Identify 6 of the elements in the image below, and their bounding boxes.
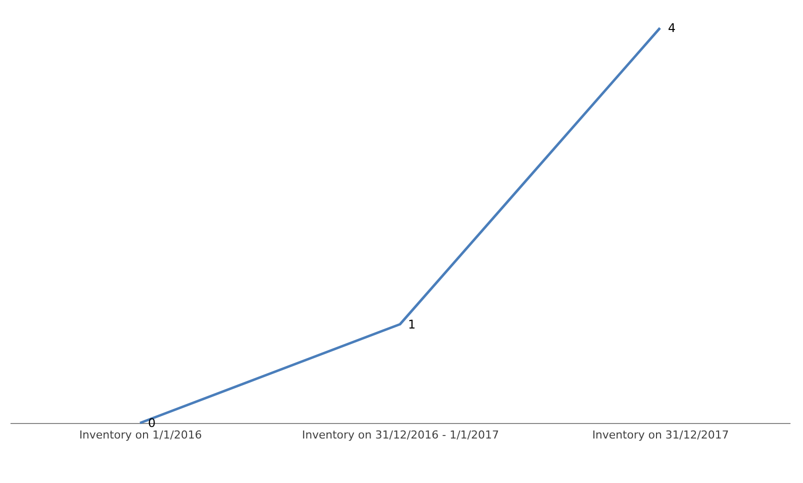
data-label: 0 (148, 416, 156, 430)
x-tick-label: Inventory on 1/1/2016 (79, 428, 202, 442)
x-tick-label: Inventory on 31/12/2016 - 1/1/2017 (302, 428, 500, 442)
data-label: 1 (408, 317, 416, 332)
x-tick-label: Inventory on 31/12/2017 (592, 428, 729, 442)
data-label: 4 (668, 21, 676, 35)
